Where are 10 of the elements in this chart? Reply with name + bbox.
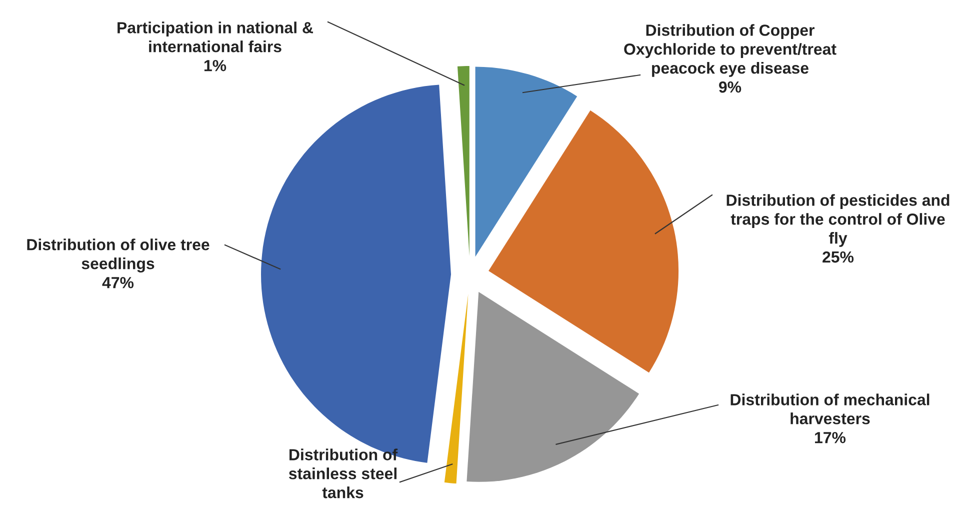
slice-label: Distribution of mechanical harvesters <box>730 394 930 424</box>
data-label: 1% <box>204 60 226 72</box>
data-label: 25% <box>822 251 854 263</box>
data-label: 47% <box>102 276 134 288</box>
slice-label: Participation in national & international fairs <box>118 22 314 52</box>
data-label: 17% <box>815 432 846 444</box>
slice-label: Distribution of pesticides and traps for the control of Olive fly <box>726 194 950 247</box>
slice-label: Distribution of Copper Oxychloride to prevent/treat peacock eye disease <box>624 24 836 77</box>
slice-label: Distribution of olive tree seedlings <box>27 238 210 272</box>
data-label: 9% <box>719 81 742 93</box>
